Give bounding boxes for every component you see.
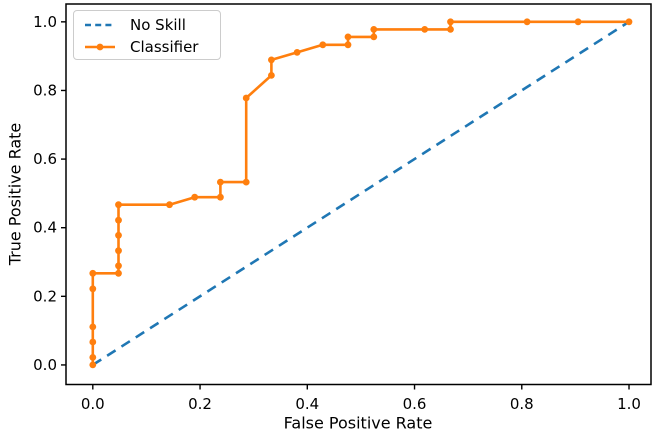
classifier-marker [115,216,122,224]
y-tick-label: 0.2 [33,287,57,305]
classifier-marker [268,56,275,64]
classifier-marker [344,41,352,49]
classifier-marker [447,18,454,26]
legend-item-classifier: Classifier [84,36,212,58]
classifier-sample-marker [96,43,104,51]
x-tick-label: 0.8 [510,395,534,413]
legend-label-no-skill: No Skill [130,16,186,34]
legend-item-no-skill: No Skill [84,14,212,36]
axes-frame [65,3,652,386]
classifier-marker [268,72,275,79]
x-tick-label: 0.6 [403,395,427,413]
classifier-marker [115,231,122,239]
classifier-marker [370,26,378,33]
y-tick-label: 0.0 [33,356,57,374]
classifier-marker [89,285,97,293]
classifier-line-sample-icon [85,43,115,51]
y-tick-label: 1.0 [33,13,57,31]
x-tick-label: 1.0 [617,395,641,413]
y-tick-label: 0.4 [33,219,57,237]
classifier-marker [447,26,454,33]
classifier-marker [115,201,122,209]
classifier-line [91,20,631,367]
classifier-marker [89,354,97,361]
classifier-marker [217,178,224,186]
x-axis-label: False Positive Rate [283,413,433,433]
classifier-marker [166,201,173,209]
no-skill-line [92,20,630,366]
no-skill-line-sample-icon [85,23,115,27]
classifier-marker [344,33,352,41]
classifier-marker [242,178,250,186]
y-axis-label: True Positive Rate [5,122,25,266]
classifier-marker [217,193,224,201]
classifier-marker [89,323,97,331]
classifier-marker [574,18,582,26]
y-tick-label: 0.6 [33,150,57,168]
x-tick-label: 0.0 [81,395,105,413]
classifier-marker [421,26,429,33]
x-tick-label: 0.2 [188,395,212,413]
classifier-marker [625,18,633,26]
classifier-marker [191,193,199,201]
classifier-marker [89,338,97,346]
classifier-marker [115,247,122,255]
classifier-marker [370,33,378,41]
classifier-marker [293,49,301,56]
y-tick-label: 0.8 [33,81,57,99]
classifier-marker [89,269,97,277]
legend: No Skill Classifier [73,10,221,60]
x-tick-label: 0.4 [295,395,319,413]
legend-label-classifier: Classifier [130,38,199,56]
classifier-marker [115,262,122,270]
classifier-marker [319,41,327,49]
classifier-marker [89,361,97,369]
classifier-marker [242,94,250,102]
classifier-marker [115,269,122,277]
classifier-marker [523,18,531,26]
